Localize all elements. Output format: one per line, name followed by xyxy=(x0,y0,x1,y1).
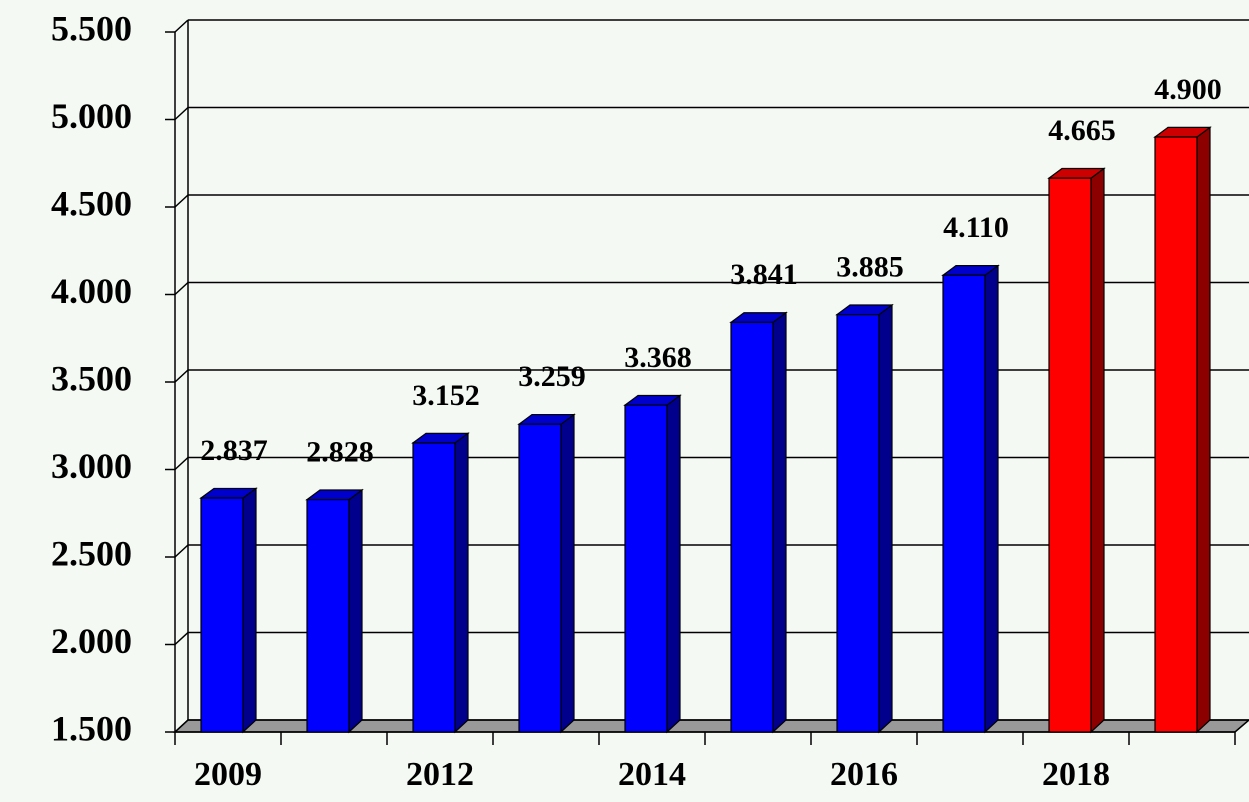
value-label: 2.828 xyxy=(306,435,374,468)
bar-side xyxy=(454,432,469,734)
bar-side xyxy=(560,413,575,734)
bar xyxy=(306,499,350,733)
bar-side xyxy=(878,303,893,734)
y-tick-label: 2.500 xyxy=(51,533,132,573)
x-tick-label: 2009 xyxy=(194,756,262,793)
bar-side xyxy=(1196,126,1211,734)
bar xyxy=(412,442,456,733)
grid-line-side xyxy=(174,369,189,383)
value-label: 4.665 xyxy=(1048,114,1116,147)
x-tick-label: 2018 xyxy=(1042,756,1110,793)
bar xyxy=(836,314,880,733)
grid-line-side xyxy=(174,281,189,296)
x-tick-label: 2016 xyxy=(830,756,898,793)
grid-line-side xyxy=(174,106,189,121)
y-tick-label: 4.500 xyxy=(51,183,132,223)
x-tick-label: 2014 xyxy=(618,756,686,793)
grid-line-side xyxy=(174,631,189,646)
y-tick-label: 5.000 xyxy=(51,96,132,136)
bar xyxy=(624,404,668,733)
y-tick-label: 4.000 xyxy=(51,271,132,311)
value-label: 2.837 xyxy=(200,434,268,467)
grid-line-side xyxy=(174,544,189,558)
grid-line-side xyxy=(174,456,189,471)
bar xyxy=(200,497,244,733)
bar xyxy=(1154,136,1198,733)
bar-side xyxy=(772,311,787,734)
value-label: 4.900 xyxy=(1154,73,1222,106)
bar xyxy=(942,274,986,733)
y-tick-label: 3.000 xyxy=(51,446,132,486)
bar xyxy=(1048,177,1092,733)
value-label: 3.259 xyxy=(518,360,586,393)
grid-line-side xyxy=(174,194,189,208)
bar-side xyxy=(666,394,681,734)
y-tick-label: 1.500 xyxy=(51,708,132,748)
x-tick-label: 2012 xyxy=(406,756,474,793)
bar-side xyxy=(242,487,257,734)
value-label: 3.885 xyxy=(836,251,904,284)
y-tick-label: 3.500 xyxy=(51,358,132,398)
value-label: 3.152 xyxy=(412,379,480,412)
value-label: 3.841 xyxy=(730,258,798,291)
value-label: 3.368 xyxy=(624,341,692,374)
grid-line-side xyxy=(174,19,189,33)
y-tick-label: 2.000 xyxy=(51,621,132,661)
value-label: 4.110 xyxy=(943,211,1009,244)
bar-side xyxy=(1090,167,1105,734)
grid-line-side xyxy=(174,719,189,733)
bar xyxy=(518,423,562,733)
bar xyxy=(730,321,774,733)
bar-side xyxy=(984,264,999,734)
y-tick-label: 5.500 xyxy=(51,8,132,48)
bar-side xyxy=(348,488,363,734)
